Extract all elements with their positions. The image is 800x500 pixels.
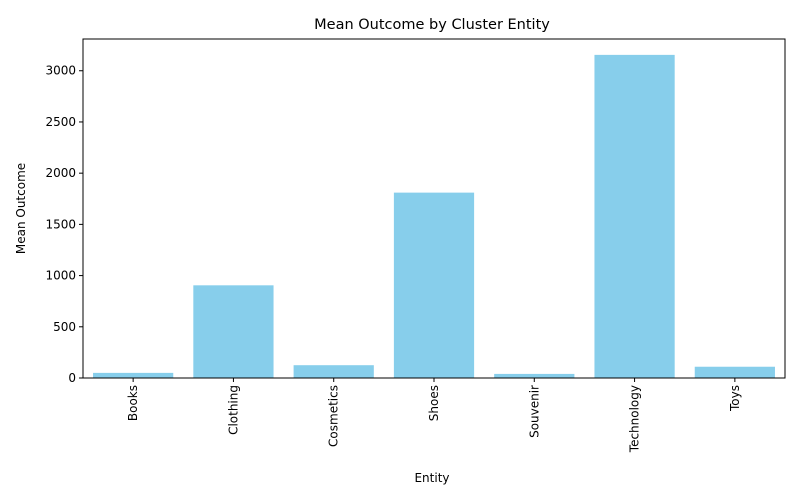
bar-cosmetics: [293, 365, 374, 378]
x-axis-title: Entity: [414, 471, 449, 485]
y-tick-label: 0: [68, 371, 76, 385]
plot-frame: [82, 38, 786, 379]
y-tick-label: 1000: [45, 269, 76, 283]
x-tick-label-shoes: Shoes: [427, 385, 441, 421]
x-axis: Books Clothing Cosmetics Shoes Souvenir Techn…: [126, 378, 742, 453]
y-tick-label: 1500: [45, 217, 76, 231]
x-tick-label-souvenir: Souvenir: [527, 385, 541, 438]
y-tick-label: 3000: [45, 64, 76, 78]
bar-souvenir: [494, 373, 575, 378]
x-tick-label-books: Books: [126, 385, 140, 421]
bars-layer: [93, 54, 775, 378]
bar-technology: [594, 54, 675, 378]
x-tick-label-clothing: Clothing: [226, 385, 240, 435]
y-tick-label: 500: [53, 320, 76, 334]
x-tick-label-toys: Toys: [728, 385, 742, 412]
bar-toys: [694, 366, 775, 378]
bar-clothing: [193, 285, 274, 378]
x-tick-label-technology: Technology: [628, 385, 642, 453]
y-axis-title: Mean Outcome: [14, 163, 28, 254]
y-axis: 0 500 1000 1500 2000 2500 3000: [45, 64, 83, 385]
bar-shoes: [393, 192, 475, 378]
y-tick-label: 2500: [45, 115, 76, 129]
y-tick-label: 2000: [45, 166, 76, 180]
x-tick-label-cosmetics: Cosmetics: [327, 385, 341, 447]
chart-title: Mean Outcome by Cluster Entity: [314, 17, 550, 33]
bar-books: [93, 372, 174, 378]
